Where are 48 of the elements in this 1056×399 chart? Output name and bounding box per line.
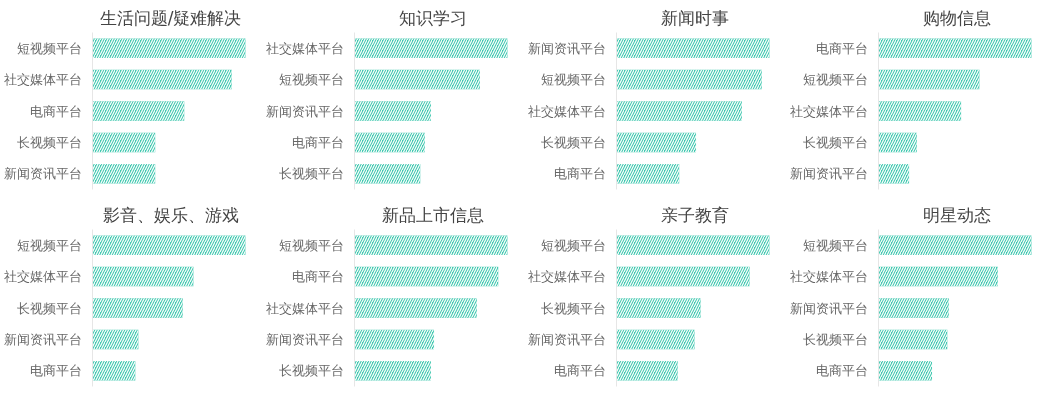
y-tick-label: 短视频平台 [802,237,868,253]
y-tick-label: 社交媒体平台 [265,40,344,56]
y-tick-label: 社交媒体平台 [3,72,82,88]
y-tick-label: 社交媒体平台 [265,300,344,316]
chart-title: 影音、娱乐、游戏 [102,204,239,225]
y-tick-label: 新闻资讯平台 [3,166,82,182]
y-tick-label: 短视频平台 [540,72,606,88]
y-tick-label: 长视频平台 [802,134,868,150]
y-tick-label: 长视频平台 [802,331,868,347]
y-tick-label: 电商平台 [553,363,606,379]
y-tick-label: 社交媒体平台 [527,269,606,285]
chart-title: 购物信息 [922,7,991,28]
chart-title: 新闻时事 [660,7,729,28]
y-tick-label: 电商平台 [815,363,868,379]
y-tick-label: 短视频平台 [540,237,606,253]
y-tick-label: 新闻资讯平台 [527,40,606,56]
chart-title: 明星动态 [922,204,991,225]
y-tick-label: 长视频平台 [540,300,606,316]
y-tick-label: 社交媒体平台 [3,269,82,285]
y-tick-label: 电商平台 [291,134,344,150]
y-tick-label: 长视频平台 [278,363,344,379]
y-tick-label: 短视频平台 [278,237,344,253]
y-tick-label: 长视频平台 [540,134,606,150]
chart-title: 知识学习 [398,7,467,28]
y-tick-label: 长视频平台 [16,300,82,316]
y-tick-label: 电商平台 [553,166,606,182]
y-tick-label: 长视频平台 [16,134,82,150]
chart-title: 亲子教育 [660,204,729,225]
chart-title: 生活问题/疑难解决 [99,7,242,28]
y-tick-label: 社交媒体平台 [527,103,606,119]
y-tick-label: 电商平台 [29,103,82,119]
y-tick-label: 短视频平台 [802,72,868,88]
y-tick-label: 社交媒体平台 [789,269,868,285]
y-tick-label: 新闻资讯平台 [265,331,344,347]
y-tick-label: 新闻资讯平台 [527,331,606,347]
y-tick-label: 短视频平台 [278,72,344,88]
y-tick-label: 短视频平台 [16,40,82,56]
y-tick-label: 新闻资讯平台 [789,300,868,316]
y-tick-label: 社交媒体平台 [789,103,868,119]
y-tick-label: 新闻资讯平台 [3,331,82,347]
y-tick-label: 短视频平台 [16,237,82,253]
y-tick-label: 新闻资讯平台 [789,166,868,182]
y-tick-label: 新闻资讯平台 [265,103,344,119]
chart-title: 新品上市信息 [381,204,484,225]
y-tick-label: 电商平台 [29,363,82,379]
y-tick-label: 长视频平台 [278,166,344,182]
y-tick-label: 电商平台 [815,40,868,56]
y-tick-label: 电商平台 [291,269,344,285]
